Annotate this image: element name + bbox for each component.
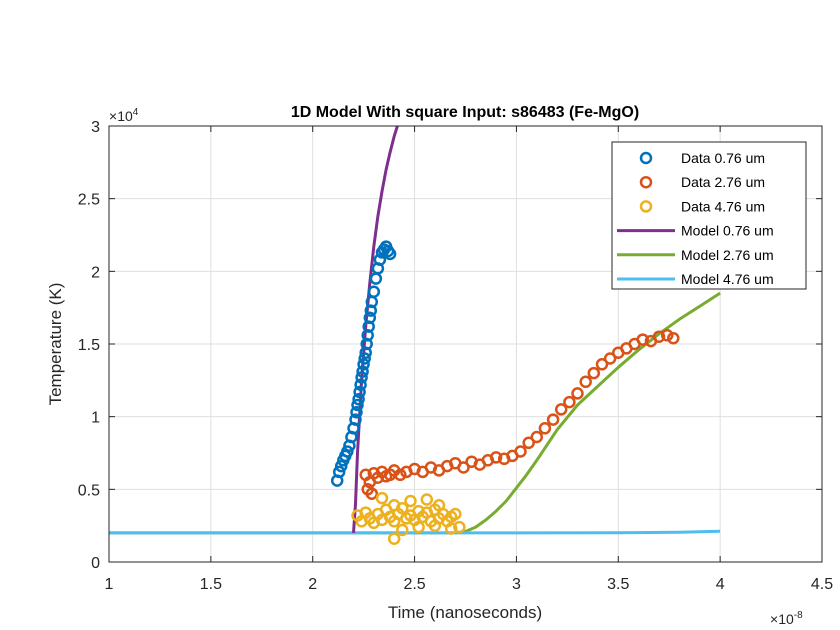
- svg-text:×104: ×104: [109, 107, 139, 124]
- data-point: [652, 330, 666, 343]
- data-point: [373, 253, 387, 266]
- data-point: [444, 522, 458, 535]
- y-tick-label: 2.5: [78, 192, 100, 209]
- data-point: [514, 445, 527, 458]
- x-multiplier-times-sign: ×: [770, 611, 778, 627]
- data-point: [404, 494, 417, 508]
- x-tick-label: 2: [308, 576, 317, 593]
- y-tick-label: 1.5: [78, 337, 100, 354]
- legend-box: [611, 141, 807, 290]
- data-point: [571, 387, 584, 400]
- data-point: [357, 358, 370, 371]
- data-point: [420, 493, 434, 506]
- data-point: [587, 366, 601, 380]
- data-point: [341, 445, 354, 458]
- legend-entry-label: Data 2.76 um: [681, 174, 765, 190]
- legend-marker-swatch: [639, 151, 653, 165]
- data-point: [332, 465, 346, 479]
- y-tick-label: 3: [91, 119, 100, 136]
- data-point: [351, 398, 364, 412]
- data-point: [375, 491, 389, 505]
- x-multiplier-base: 10: [778, 611, 794, 627]
- data-point: [350, 406, 363, 419]
- data-point: [563, 395, 576, 409]
- y-tick-label: 2: [91, 264, 100, 281]
- data-point: [453, 520, 466, 534]
- data-point: [667, 331, 680, 345]
- ticks: 1 1.5 2 2.5 3 3.5 4 4.5 0 0.5 1 1.5 2 2.5 3: [78, 119, 833, 593]
- data-point: [428, 519, 442, 532]
- data-point: [365, 487, 379, 500]
- data-point: [349, 413, 362, 426]
- data-point: [412, 520, 425, 534]
- y-axis-label: Temperature (K): [46, 283, 65, 406]
- x-multiplier: ×10-8: [770, 610, 803, 627]
- data-point: [387, 532, 401, 545]
- x-multiplier-exponent: -8: [794, 610, 803, 621]
- y-multiplier: ×104: [109, 107, 139, 124]
- data-point: [660, 329, 674, 342]
- data-point: [387, 499, 401, 512]
- y-multiplier-exponent: 4: [133, 107, 139, 118]
- y-multiplier-times-sign: ×: [109, 108, 117, 124]
- series-layer: [109, 126, 721, 545]
- chart-title: 1D Model With square Input: s86483 (Fe-M…: [291, 104, 639, 121]
- series-line: [109, 529, 721, 535]
- data-point: [396, 523, 409, 537]
- x-axis-label: Time (nanoseconds): [388, 603, 542, 622]
- y-tick-label: 0.5: [78, 482, 100, 499]
- data-point: [636, 333, 649, 346]
- data-point: [383, 247, 397, 261]
- data-point: [522, 436, 535, 450]
- data-point: [358, 352, 371, 365]
- data-point: [394, 468, 407, 482]
- legend-marker-swatch: [639, 200, 653, 213]
- data-point: [354, 378, 367, 391]
- data-point: [489, 451, 503, 464]
- y-multiplier-base: 10: [117, 108, 133, 124]
- x-tick-label: 3: [512, 576, 521, 593]
- data-point: [595, 358, 609, 371]
- data-point: [334, 459, 348, 473]
- x-tick-label: 4.5: [811, 576, 833, 593]
- data-point: [355, 371, 368, 384]
- legend-entry-label: Data 4.76 um: [681, 198, 765, 214]
- legend-marker-swatch: [639, 175, 653, 189]
- data-point: [449, 507, 462, 521]
- data-point: [530, 430, 544, 444]
- data-point: [353, 385, 366, 399]
- x-tick-label: 1: [105, 576, 114, 593]
- data-point: [603, 352, 617, 365]
- legend-entry-label: Model 4.76 um: [681, 271, 774, 287]
- data-point: [367, 285, 381, 298]
- data-point: [554, 403, 568, 416]
- legend-entry-label: Model 2.76 um: [681, 247, 774, 263]
- data-point: [356, 365, 369, 378]
- data-point: [363, 311, 377, 325]
- x-tick-label: 4: [716, 576, 725, 593]
- x-tick-label: 1.5: [200, 576, 222, 593]
- data-point: [352, 392, 365, 406]
- x-tick-label: 3.5: [607, 576, 629, 593]
- series-line: [352, 126, 399, 534]
- y-tick-label: 1: [91, 410, 100, 427]
- y-tick-label: 0: [91, 555, 100, 572]
- svg-text:×10-8: ×10-8: [770, 610, 803, 627]
- legend-entry-label: Data 0.76 um: [681, 150, 765, 166]
- legend: Data 0.76 um Data 2.76 um Data 4.76 um Mode…: [611, 141, 807, 290]
- legend-entry-label: Model 0.76 um: [681, 223, 774, 239]
- x-tick-label: 2.5: [403, 576, 425, 593]
- data-point: [579, 375, 592, 389]
- data-point: [538, 422, 552, 435]
- series-line: [109, 291, 721, 535]
- data-point: [546, 413, 560, 426]
- data-point: [432, 499, 446, 512]
- data-point: [457, 461, 470, 474]
